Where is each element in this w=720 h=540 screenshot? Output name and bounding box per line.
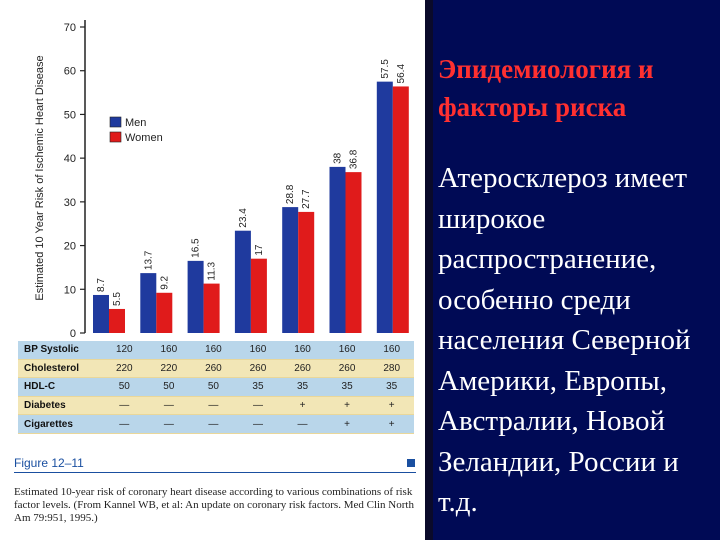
legend: Men Women xyxy=(109,116,163,144)
table-cell: 220 xyxy=(102,359,147,379)
figure-marker xyxy=(407,459,415,467)
bar-men xyxy=(376,81,393,334)
bar-value-label: 27.7 xyxy=(301,189,312,209)
row-label: Cigarettes xyxy=(18,414,102,434)
y-axis-label: Estimated 10 Year Risk of Ischemic Heart… xyxy=(34,55,46,300)
table-cell: 35 xyxy=(280,377,325,397)
bar-women xyxy=(203,283,220,333)
legend-swatch-women xyxy=(109,131,122,143)
y-tick-label: 0 xyxy=(70,328,76,340)
row-label: BP Systolic xyxy=(18,341,102,360)
table-cell: — xyxy=(102,396,147,416)
table-cell: + xyxy=(324,396,370,416)
bar-women xyxy=(109,308,125,333)
table-cell: 160 xyxy=(280,341,325,360)
bar-women xyxy=(156,292,173,333)
legend-label-women: Women xyxy=(125,132,163,144)
table-cell: + xyxy=(369,396,414,416)
bar-value-label: 16.5 xyxy=(191,238,202,258)
table-cell: 35 xyxy=(235,377,281,397)
bar-men xyxy=(234,230,251,333)
figure-rule xyxy=(14,472,416,473)
legend-swatch-men xyxy=(109,116,122,128)
table-cell: + xyxy=(280,396,325,416)
bar-value-label: 13.7 xyxy=(143,250,154,270)
bar-value-label: 17 xyxy=(254,244,265,256)
table-cell: 220 xyxy=(146,359,192,379)
table-cell: — xyxy=(102,414,147,434)
slide-text-panel: Эпидемиология и факторы риска Атеросклер… xyxy=(430,0,720,540)
table-cell: — xyxy=(191,414,236,434)
row-label: Cholesterol xyxy=(18,359,102,379)
row-label: Diabetes xyxy=(18,396,102,416)
bar-men xyxy=(93,294,109,333)
bar-women xyxy=(298,211,315,333)
table-cell: + xyxy=(324,414,370,434)
y-axis-label-group: Estimated 10 Year Risk of Ischemic Heart… xyxy=(34,55,46,300)
table-cell: — xyxy=(146,414,192,434)
table-cell: + xyxy=(369,414,414,434)
table-cell: 160 xyxy=(235,341,281,360)
table-cell: 260 xyxy=(280,359,325,379)
table-cell: 260 xyxy=(191,359,236,379)
bar-men xyxy=(140,273,157,333)
bar-value-label: 11.3 xyxy=(207,261,218,280)
bar-women xyxy=(345,172,362,333)
table-cell: 260 xyxy=(324,359,370,379)
bar-men xyxy=(282,207,299,333)
table-cell: 160 xyxy=(369,341,414,360)
bar-value-label: 23.4 xyxy=(238,208,249,228)
y-tick-label: 40 xyxy=(64,153,76,165)
table-cell: 280 xyxy=(369,359,414,379)
table-cell: — xyxy=(280,414,325,434)
slide-title: Эпидемиология и факторы риска xyxy=(438,54,654,122)
table-row: Cholesterol 220 220 260 260 260 260 280 xyxy=(18,359,414,379)
table-row: HDL-C 50 50 50 35 35 35 35 xyxy=(18,377,414,397)
table-cell: 50 xyxy=(146,377,192,397)
table-cell: 35 xyxy=(324,377,370,397)
slide-body: Атеросклероз имеет широкое распространен… xyxy=(438,162,691,518)
figure-caption: Estimated 10-year risk of coronary heart… xyxy=(14,486,414,524)
bar-value-label: 9.2 xyxy=(159,275,170,289)
table-row: Cigarettes — — — — — + + xyxy=(18,414,414,434)
bar-value-label: 8.7 xyxy=(96,278,107,292)
table-cell: — xyxy=(146,396,192,416)
y-tick-label: 60 xyxy=(64,66,76,78)
y-tick-label: 50 xyxy=(64,109,76,121)
table-cell: 160 xyxy=(324,341,370,360)
y-tick-label: 30 xyxy=(64,197,76,209)
figure-panel: Estimated 10 Year Risk of Ischemic Heart… xyxy=(14,20,416,524)
table-row: BP Systolic 120 160 160 160 160 160 160 xyxy=(18,341,414,360)
bar-chart: Estimated 10 Year Risk of Ischemic Heart… xyxy=(34,20,409,340)
y-tick-label: 70 xyxy=(64,22,76,34)
bar-men xyxy=(187,260,204,333)
bar-women xyxy=(250,258,267,333)
table-cell: 50 xyxy=(191,377,236,397)
table-cell: 160 xyxy=(146,341,192,360)
bar-value-label: 38 xyxy=(333,152,344,164)
table-cell: 160 xyxy=(191,341,236,360)
figure-label: Figure 12–11 xyxy=(14,456,84,470)
table-cell: 120 xyxy=(102,341,147,360)
y-tick-label: 20 xyxy=(64,241,76,253)
table-cell: — xyxy=(235,396,281,416)
bar-men xyxy=(329,166,346,333)
row-label: HDL-C xyxy=(18,377,102,397)
legend-label-men: Men xyxy=(125,117,146,129)
table-cell: 260 xyxy=(235,359,281,379)
y-tick-label: 10 xyxy=(64,284,76,296)
bar-value-label: 36.8 xyxy=(349,149,360,169)
table-row: Diabetes — — — — + + + xyxy=(18,396,414,416)
table-cell: 35 xyxy=(369,377,414,397)
risk-factor-table: BP Systolic 120 160 160 160 160 160 160 Choleste… xyxy=(18,341,414,434)
bar-value-label: 5.5 xyxy=(112,292,123,306)
table-cell: — xyxy=(235,414,281,434)
divider-bar xyxy=(425,0,433,540)
bar-value-label: 57.5 xyxy=(380,59,391,79)
table-cell: — xyxy=(191,396,236,416)
bar-value-label: 28.8 xyxy=(285,184,296,204)
table-cell: 50 xyxy=(102,377,147,397)
bar-women xyxy=(392,86,409,333)
bar-value-label: 56.4 xyxy=(396,64,407,84)
